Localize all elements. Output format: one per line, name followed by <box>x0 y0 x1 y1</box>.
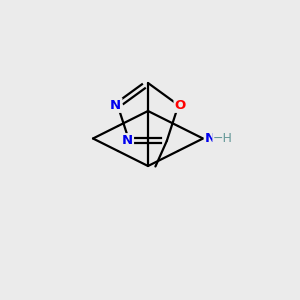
Text: N: N <box>122 134 133 147</box>
Text: N: N <box>110 99 121 112</box>
Text: −H: −H <box>213 132 233 145</box>
Text: O: O <box>175 99 186 112</box>
Text: N: N <box>205 132 216 145</box>
